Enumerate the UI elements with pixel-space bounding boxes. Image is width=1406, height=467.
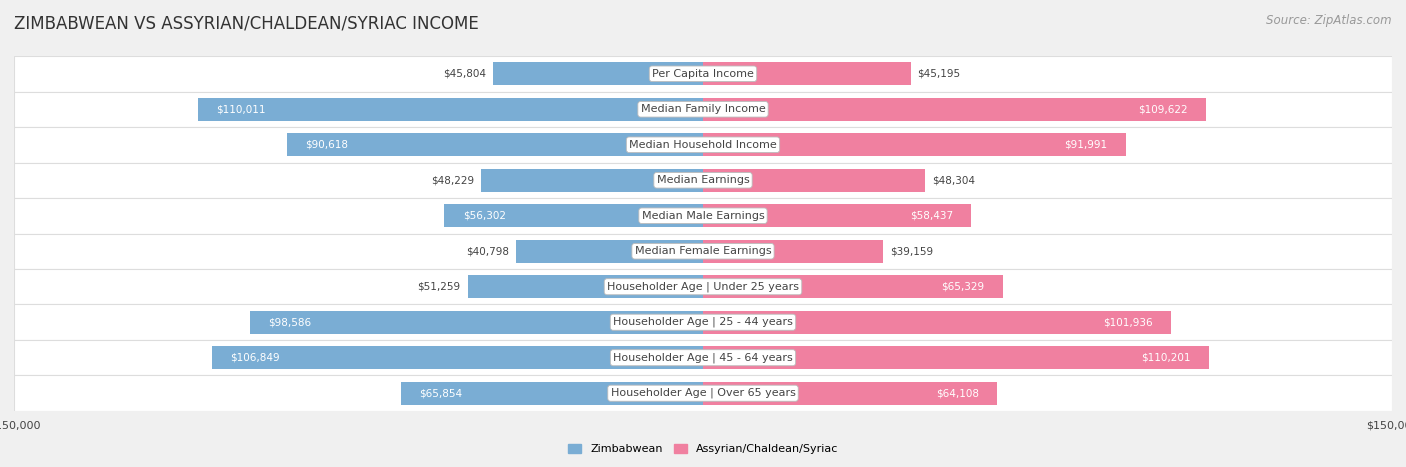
Text: Householder Age | Under 25 years: Householder Age | Under 25 years xyxy=(607,282,799,292)
Text: Median Female Earnings: Median Female Earnings xyxy=(634,246,772,256)
Bar xyxy=(14,340,1392,375)
Text: $106,849: $106,849 xyxy=(231,353,280,363)
Legend: Zimbabwean, Assyrian/Chaldean/Syriac: Zimbabwean, Assyrian/Chaldean/Syriac xyxy=(564,439,842,459)
Bar xyxy=(481,169,703,192)
Bar xyxy=(468,275,703,298)
Bar xyxy=(14,269,1392,304)
Text: Per Capita Income: Per Capita Income xyxy=(652,69,754,79)
Text: Median Earnings: Median Earnings xyxy=(657,175,749,185)
Text: $58,437: $58,437 xyxy=(910,211,953,221)
Bar xyxy=(212,346,703,369)
Text: $101,936: $101,936 xyxy=(1104,317,1153,327)
Bar xyxy=(444,204,703,227)
Text: $48,304: $48,304 xyxy=(932,175,974,185)
Text: $65,329: $65,329 xyxy=(942,282,984,292)
Text: $110,011: $110,011 xyxy=(217,104,266,114)
Text: Median Male Earnings: Median Male Earnings xyxy=(641,211,765,221)
Text: $98,586: $98,586 xyxy=(269,317,312,327)
Text: $90,618: $90,618 xyxy=(305,140,349,150)
Text: Householder Age | 25 - 44 years: Householder Age | 25 - 44 years xyxy=(613,317,793,327)
Text: Median Household Income: Median Household Income xyxy=(628,140,778,150)
Bar xyxy=(14,198,1392,234)
Text: Source: ZipAtlas.com: Source: ZipAtlas.com xyxy=(1267,14,1392,27)
Bar xyxy=(703,275,1002,298)
Text: $65,854: $65,854 xyxy=(419,388,463,398)
Bar xyxy=(14,375,1392,411)
Bar xyxy=(703,346,1209,369)
Bar xyxy=(703,133,1126,156)
Bar xyxy=(250,311,703,334)
Bar xyxy=(14,163,1392,198)
Bar xyxy=(516,240,703,263)
Text: $48,229: $48,229 xyxy=(432,175,475,185)
Bar xyxy=(703,62,911,85)
Text: $109,622: $109,622 xyxy=(1139,104,1188,114)
Text: $45,804: $45,804 xyxy=(443,69,485,79)
Bar xyxy=(703,204,972,227)
Bar xyxy=(703,311,1171,334)
Text: $64,108: $64,108 xyxy=(936,388,979,398)
Bar xyxy=(287,133,703,156)
Text: ZIMBABWEAN VS ASSYRIAN/CHALDEAN/SYRIAC INCOME: ZIMBABWEAN VS ASSYRIAN/CHALDEAN/SYRIAC I… xyxy=(14,14,479,32)
Text: $56,302: $56,302 xyxy=(463,211,506,221)
Text: $110,201: $110,201 xyxy=(1142,353,1191,363)
Bar xyxy=(14,127,1392,163)
Bar xyxy=(14,92,1392,127)
Bar xyxy=(198,98,703,121)
Bar xyxy=(703,382,997,405)
Text: $40,798: $40,798 xyxy=(465,246,509,256)
Bar xyxy=(401,382,703,405)
Bar xyxy=(492,62,703,85)
Text: Householder Age | 45 - 64 years: Householder Age | 45 - 64 years xyxy=(613,353,793,363)
Bar xyxy=(703,240,883,263)
Bar xyxy=(703,169,925,192)
Text: $45,195: $45,195 xyxy=(918,69,960,79)
Text: $39,159: $39,159 xyxy=(890,246,932,256)
Text: $51,259: $51,259 xyxy=(418,282,461,292)
Bar xyxy=(703,98,1206,121)
Bar xyxy=(14,56,1392,92)
Text: Median Family Income: Median Family Income xyxy=(641,104,765,114)
Bar xyxy=(14,234,1392,269)
Text: Householder Age | Over 65 years: Householder Age | Over 65 years xyxy=(610,388,796,398)
Bar xyxy=(14,304,1392,340)
Text: $91,991: $91,991 xyxy=(1064,140,1107,150)
